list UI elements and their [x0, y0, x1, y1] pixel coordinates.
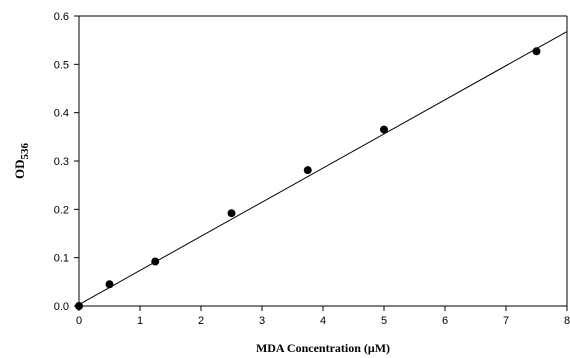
data-point: [380, 125, 388, 134]
x-ticks: 0 1 2 3 4 5 6 7 8: [76, 306, 570, 327]
y-tick-label: 0.1: [54, 253, 69, 265]
y-axis-title-main: OD: [12, 160, 27, 180]
y-axis-title: OD536: [12, 143, 31, 180]
y-tick-label: 0.5: [54, 59, 69, 71]
x-axis-title: MDA Concentration (μM): [256, 341, 390, 355]
x-tick-label: 5: [381, 315, 387, 327]
x-tick-label: 7: [503, 315, 509, 327]
y-tick-label: 0.3: [54, 156, 69, 168]
y-tick-label: 0.6: [54, 11, 69, 23]
x-tick-label: 4: [320, 315, 326, 327]
data-point: [75, 302, 83, 310]
x-tick-label: 3: [259, 315, 265, 327]
x-tick-label: 8: [564, 315, 570, 327]
y-tick-label: 0.0: [54, 301, 69, 313]
y-tick-label: 0.2: [54, 204, 69, 216]
x-tick-label: 2: [198, 315, 204, 327]
y-ticks: 0.0 0.1 0.2 0.3 0.4 0.5 0.6: [54, 11, 79, 313]
data-point: [532, 47, 541, 56]
data-points: [75, 47, 541, 310]
data-point: [303, 166, 312, 175]
x-tick-label: 0: [76, 315, 82, 327]
data-point: [105, 280, 114, 289]
y-tick-label: 0.4: [54, 108, 69, 120]
regression-line: [78, 31, 568, 305]
data-point: [151, 257, 160, 266]
x-tick-label: 6: [442, 315, 448, 327]
plot-area: 0 1 2 3 4 5 6 7 8 0.0 0.1 0.2 0.3 0.4 0.5 0.6: [54, 11, 570, 327]
x-tick-label: 1: [137, 315, 143, 327]
data-point: [227, 209, 236, 218]
y-axis-title-subscript: 536: [19, 143, 31, 160]
